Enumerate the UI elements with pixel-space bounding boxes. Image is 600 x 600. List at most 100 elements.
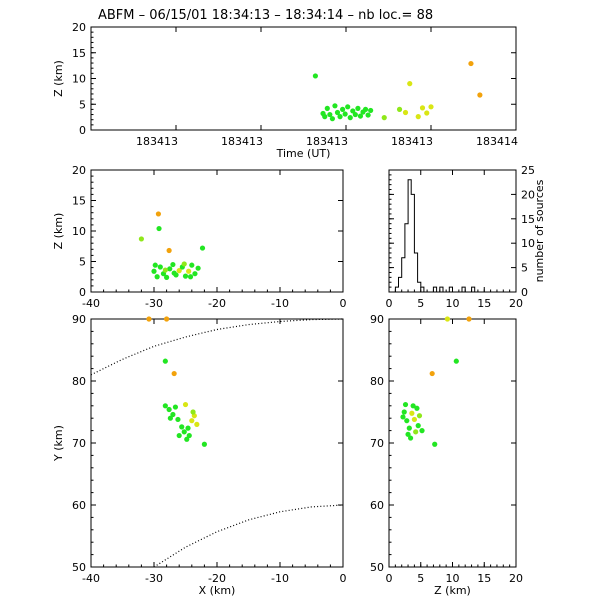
source-point xyxy=(176,268,182,274)
y-tick-label: 20 xyxy=(72,164,86,177)
y-axis-label: Z (km) xyxy=(52,60,65,97)
x-axis-label: Time (UT) xyxy=(276,147,331,160)
source-point xyxy=(172,404,179,410)
y-tick-label: 5 xyxy=(79,256,86,269)
x-tick-label: -30 xyxy=(145,572,163,585)
y-tick-label: 50 xyxy=(72,561,86,574)
source-point xyxy=(416,413,423,419)
y-tick-label: 80 xyxy=(72,375,86,388)
range-ring xyxy=(90,318,344,376)
source-point xyxy=(189,262,195,268)
x-tick-label: 10 xyxy=(446,572,460,585)
source-point xyxy=(400,414,406,420)
x-tick-label: 183414 xyxy=(476,135,518,148)
histogram-outline xyxy=(394,179,488,293)
source-point xyxy=(162,358,168,364)
source-point xyxy=(407,435,414,441)
source-point xyxy=(419,105,426,111)
y-tick-label: 20 xyxy=(72,21,86,34)
source-point xyxy=(185,425,191,431)
source-point xyxy=(322,114,328,120)
source-point xyxy=(187,274,194,280)
y-tick-label: 20 xyxy=(521,188,535,201)
source-point xyxy=(181,429,187,435)
source-point xyxy=(414,405,420,411)
source-point xyxy=(199,245,206,251)
x-tick-label: 183413 xyxy=(391,135,433,148)
x-tick-label: 0 xyxy=(340,572,347,585)
source-point xyxy=(162,267,168,273)
y-tick-label: 90 xyxy=(72,313,86,326)
source-point xyxy=(194,421,200,427)
source-point xyxy=(396,106,403,112)
source-point xyxy=(171,270,177,276)
source-point xyxy=(166,247,172,254)
source-point xyxy=(345,104,351,110)
source-point xyxy=(138,236,144,242)
y-tick-label: 50 xyxy=(370,561,384,574)
x-tick-label: -40 xyxy=(82,572,100,585)
source-point xyxy=(162,403,168,409)
source-point xyxy=(190,409,196,415)
x-tick-label: 0 xyxy=(386,297,393,310)
source-point xyxy=(164,316,170,322)
range-ring xyxy=(153,504,344,568)
source-point xyxy=(329,116,335,122)
y-tick-label: 10 xyxy=(72,73,86,86)
plot-frame xyxy=(90,169,344,293)
source-point xyxy=(184,436,190,442)
source-point xyxy=(167,415,173,421)
x-tick-label: -40 xyxy=(82,297,100,310)
source-point xyxy=(381,115,387,121)
source-point xyxy=(428,104,434,110)
x-tick-label: -10 xyxy=(271,572,289,585)
source-point xyxy=(155,211,162,217)
source-point xyxy=(201,441,207,447)
source-point xyxy=(342,111,348,117)
source-point xyxy=(350,108,356,114)
x-tick-label: 10 xyxy=(446,297,460,310)
time-height-panel: 0 5 10 15 20 183413 183413 183413 183413 183414 Ti… xyxy=(52,21,518,160)
plot-frame xyxy=(388,318,517,568)
y-tick-label: 5 xyxy=(79,98,86,111)
source-point xyxy=(340,106,346,112)
x-axis-label: X (km) xyxy=(199,584,236,597)
figure-title: ABFM – 06/15/01 18:34:13 – 18:34:14 – nb… xyxy=(98,8,433,23)
x-tick-label: 5 xyxy=(417,572,424,585)
source-point xyxy=(312,73,318,79)
source-point xyxy=(337,114,343,120)
y-axis-label: Y (km) xyxy=(52,425,65,462)
source-point xyxy=(195,265,201,271)
y-tick-label: 70 xyxy=(72,437,86,450)
source-point xyxy=(419,428,425,434)
y-tick-label: 10 xyxy=(521,237,535,250)
source-point xyxy=(170,261,176,268)
source-point xyxy=(466,316,472,322)
y-tick-label: 0 xyxy=(79,124,86,137)
x-tick-label: -20 xyxy=(208,297,226,310)
source-point xyxy=(357,113,364,119)
y-tick-label: 10 xyxy=(72,225,86,238)
source-point xyxy=(453,358,459,364)
y-tick-label: 25 xyxy=(521,164,535,177)
x-tick-label: -30 xyxy=(145,297,163,310)
source-point xyxy=(175,416,181,423)
source-point xyxy=(154,274,160,280)
plan-view-panel: 50 60 70 80 90 -40 -30 -20 -10 0 X (km) Y (km) xyxy=(52,313,347,597)
source-point xyxy=(424,110,430,116)
y-tick-label: 80 xyxy=(370,375,384,388)
source-point xyxy=(171,370,177,377)
y-tick-label: 15 xyxy=(521,213,535,226)
y-tick-label: 15 xyxy=(72,195,86,208)
source-point xyxy=(156,225,162,232)
x-tick-label: 0 xyxy=(340,297,347,310)
source-point xyxy=(176,432,182,439)
x-axis-label: Z (km) xyxy=(434,584,471,597)
source-point xyxy=(402,401,409,408)
x-tick-label: 0 xyxy=(386,572,393,585)
source-point xyxy=(192,271,198,277)
x-tick-label: -20 xyxy=(208,572,226,585)
y-tick-label: 0 xyxy=(521,286,528,299)
